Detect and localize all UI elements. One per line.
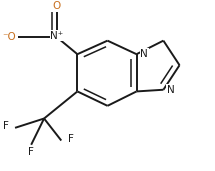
Text: N⁺: N⁺ — [50, 31, 64, 41]
Text: F: F — [3, 121, 9, 131]
Text: N: N — [140, 49, 148, 59]
Text: O: O — [53, 1, 61, 11]
Text: N: N — [167, 85, 175, 95]
Text: F: F — [28, 147, 34, 157]
Text: F: F — [68, 134, 74, 144]
Text: ⁻O: ⁻O — [3, 32, 17, 42]
